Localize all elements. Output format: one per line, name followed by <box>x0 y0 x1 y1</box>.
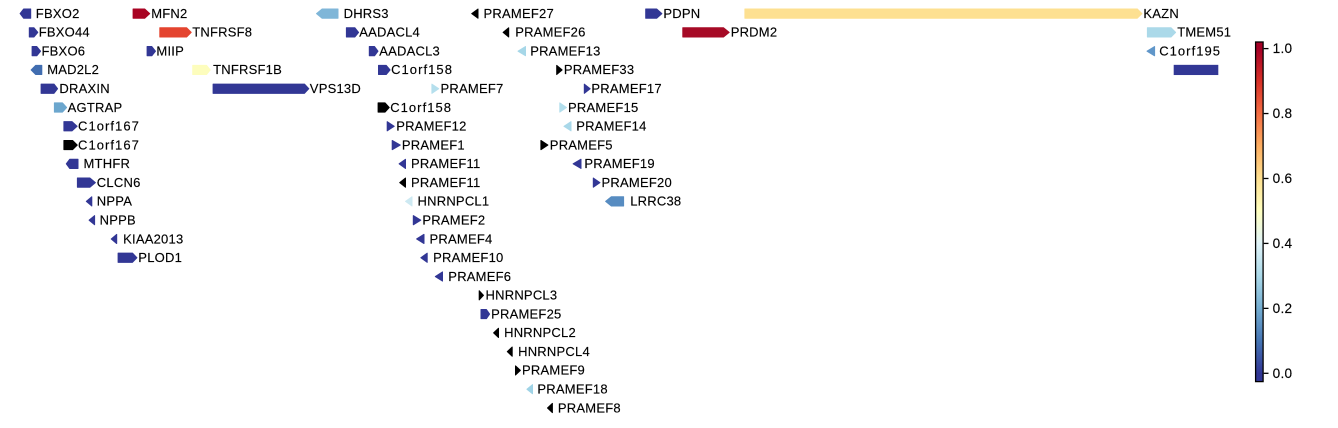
svg-text:HNRNPCL4: HNRNPCL4 <box>518 344 590 359</box>
svg-text:VPS13D: VPS13D <box>310 81 361 96</box>
svg-text:C1orf195: C1orf195 <box>1159 43 1221 58</box>
svg-text:PRAMEF6: PRAMEF6 <box>448 269 511 284</box>
svg-text:PRAMEF1: PRAMEF1 <box>402 137 465 152</box>
svg-text:AADACL4: AADACL4 <box>359 25 420 40</box>
svg-text:C1orf158: C1orf158 <box>390 100 452 115</box>
svg-text:KIAA2013: KIAA2013 <box>123 231 183 246</box>
svg-text:0.0: 0.0 <box>1273 366 1293 381</box>
svg-text:PLOD1: PLOD1 <box>138 250 182 265</box>
svg-text:PDPN: PDPN <box>663 6 700 21</box>
svg-text:PRAMEF14: PRAMEF14 <box>576 119 646 134</box>
svg-text:C1orf167: C1orf167 <box>78 119 140 134</box>
svg-text:MIIP: MIIP <box>156 43 184 58</box>
svg-text:MFN2: MFN2 <box>151 6 187 21</box>
svg-text:1.0: 1.0 <box>1273 41 1293 56</box>
svg-text:PRAMEF19: PRAMEF19 <box>584 156 654 171</box>
svg-text:PRAMEF4: PRAMEF4 <box>430 231 493 246</box>
svg-text:PRAMEF18: PRAMEF18 <box>537 382 607 397</box>
svg-text:CLCN6: CLCN6 <box>97 175 141 190</box>
svg-text:PRAMEF8: PRAMEF8 <box>558 400 621 415</box>
svg-text:PRAMEF10: PRAMEF10 <box>433 250 503 265</box>
svg-text:FBXO6: FBXO6 <box>42 43 86 58</box>
svg-text:HNRNPCL3: HNRNPCL3 <box>486 288 558 303</box>
svg-text:MTHFR: MTHFR <box>84 156 131 171</box>
svg-text:PRAMEF12: PRAMEF12 <box>396 119 466 134</box>
svg-text:TMEM51: TMEM51 <box>1177 25 1231 40</box>
svg-text:PRAMEF11: PRAMEF11 <box>411 175 480 190</box>
svg-text:DHRS3: DHRS3 <box>344 6 389 21</box>
svg-text:KAZN: KAZN <box>1143 6 1179 21</box>
svg-text:NPPB: NPPB <box>100 212 136 227</box>
svg-text:PRAMEF5: PRAMEF5 <box>550 137 613 152</box>
svg-text:PRAMEF9: PRAMEF9 <box>522 363 585 378</box>
svg-text:NPPA: NPPA <box>97 194 132 209</box>
svg-text:PRAMEF33: PRAMEF33 <box>564 62 634 77</box>
svg-text:FBXO2: FBXO2 <box>36 6 80 21</box>
svg-text:LRRC38: LRRC38 <box>630 194 681 209</box>
svg-text:DRAXIN: DRAXIN <box>59 81 109 96</box>
svg-text:C1orf167: C1orf167 <box>78 137 140 152</box>
svg-text:0.2: 0.2 <box>1273 301 1293 316</box>
svg-text:PRAMEF17: PRAMEF17 <box>591 81 661 96</box>
svg-text:PRAMEF15: PRAMEF15 <box>568 100 638 115</box>
svg-text:PRDM2: PRDM2 <box>731 25 778 40</box>
svg-text:PRAMEF2: PRAMEF2 <box>422 212 485 227</box>
svg-text:AADACL3: AADACL3 <box>379 43 440 58</box>
svg-text:FBXO44: FBXO44 <box>39 25 90 40</box>
svg-text:TNFRSF8: TNFRSF8 <box>192 25 252 40</box>
svg-text:PRAMEF11: PRAMEF11 <box>411 156 480 171</box>
svg-text:0.8: 0.8 <box>1273 106 1293 121</box>
svg-text:0.6: 0.6 <box>1273 171 1293 186</box>
svg-text:PRAMEF7: PRAMEF7 <box>441 81 504 96</box>
svg-text:TNFRSF1B: TNFRSF1B <box>213 62 282 77</box>
svg-text:HNRNPCL1: HNRNPCL1 <box>418 194 490 209</box>
svg-text:C1orf158: C1orf158 <box>391 62 453 77</box>
svg-text:0.4: 0.4 <box>1273 236 1293 251</box>
svg-text:PRAMEF20: PRAMEF20 <box>602 175 672 190</box>
svg-text:MAD2L2: MAD2L2 <box>47 62 99 77</box>
svg-text:PRAMEF13: PRAMEF13 <box>530 43 600 58</box>
svg-text:PRAMEF27: PRAMEF27 <box>484 6 554 21</box>
svg-text:PRAMEF25: PRAMEF25 <box>491 306 561 321</box>
svg-text:PRAMEF26: PRAMEF26 <box>515 25 585 40</box>
svg-text:HNRNPCL2: HNRNPCL2 <box>504 325 576 340</box>
svg-text:AGTRAP: AGTRAP <box>68 100 123 115</box>
